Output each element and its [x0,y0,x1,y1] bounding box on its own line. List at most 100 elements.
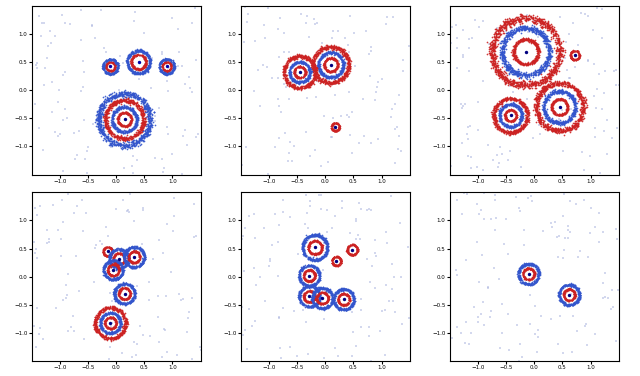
Point [327,258,337,264]
Point [310,272,321,278]
Point [295,59,305,65]
Point [559,97,569,103]
Point [274,314,284,320]
Point [162,64,172,70]
Point [342,287,353,293]
Point [312,288,323,294]
Point [167,68,177,74]
Point [335,55,346,61]
Point [534,270,545,276]
Point [166,62,176,68]
Point [111,60,122,66]
Point [332,79,342,85]
Point [129,100,140,106]
Point [537,85,547,91]
Point [121,324,131,330]
Point [138,65,148,71]
Point [317,255,327,261]
Point [532,41,543,47]
Point [553,120,563,126]
Point [516,79,526,85]
Point [109,323,120,329]
Point [120,320,130,326]
Point [563,302,573,308]
Point [509,115,520,121]
Point [109,112,119,118]
Point [522,60,532,66]
Point [557,45,568,51]
Point [120,91,130,97]
Point [166,58,176,64]
Point [323,305,333,311]
Point [486,47,497,53]
Point [162,68,172,74]
Point [516,61,526,67]
Point [528,80,538,86]
Point [327,73,337,79]
Point [104,315,115,321]
Point [530,41,540,47]
Point [518,273,529,279]
Point [139,68,149,74]
Point [106,272,116,278]
Point [326,68,336,74]
Point [568,112,578,118]
Point [554,293,564,299]
Point [107,102,117,108]
Point [514,118,524,124]
Point [330,127,340,133]
Point [135,253,145,259]
Point [284,83,294,89]
Point [335,300,345,306]
Point [540,84,550,90]
Point [168,66,179,72]
Point [107,305,117,311]
Point [518,24,528,30]
Point [121,324,131,330]
Point [503,65,513,71]
Point [524,321,534,327]
Point [517,82,527,88]
Point [301,283,311,289]
Point [111,138,121,144]
Point [111,298,122,304]
Point [124,252,134,258]
Point [577,113,587,119]
Point [498,70,508,76]
Point [317,247,327,253]
Point [493,164,503,170]
Point [108,261,118,267]
Point [531,68,541,74]
Point [508,20,518,26]
Point [328,29,338,35]
Point [327,257,337,263]
Point [463,45,474,51]
Point [527,25,537,31]
Point [559,83,570,89]
Point [569,283,579,289]
Point [291,72,301,78]
Point [536,117,546,123]
Point [523,83,533,89]
Point [114,314,124,320]
Point [286,55,296,61]
Point [509,47,520,53]
Point [327,81,337,87]
Point [317,242,327,248]
Point [521,72,531,78]
Point [105,263,115,269]
Point [155,68,165,74]
Point [320,300,330,306]
Point [135,246,145,252]
Point [161,59,171,65]
Point [511,115,521,121]
Point [338,48,348,54]
Point [499,22,509,28]
Point [319,61,329,67]
Point [506,68,516,74]
Point [531,18,541,24]
Point [110,272,120,278]
Point [336,301,346,307]
Point [138,249,148,255]
Point [534,66,545,72]
